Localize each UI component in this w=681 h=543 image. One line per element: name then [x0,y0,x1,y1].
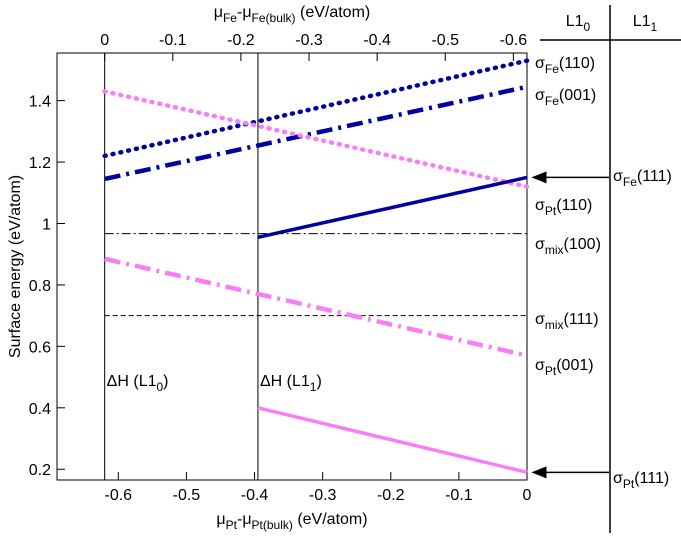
series-line [257,175,528,240]
text-part: 0 [156,380,163,394]
text-part: (110) [556,197,592,214]
text-part: Fe(bulk) [252,11,296,25]
text-part: (111) [634,470,669,487]
y-tick-label: 1.2 [29,155,51,172]
phase-label: ΔH (L11) [260,373,322,394]
text-part: L1 [633,13,651,30]
text-part: -μ [237,4,252,21]
text-part: ΔH (L1 [107,373,157,390]
x-tick-label: -0.4 [241,487,269,504]
text-part: 1 [651,20,658,34]
y-tick-label: 1 [42,216,51,233]
plot-frame [56,52,528,481]
text-part: Pt [545,204,557,218]
text-part: (001) [556,357,593,374]
y-tick-label: 0.4 [29,401,51,418]
text-part: L1 [566,13,584,30]
text-part: 0 [584,20,591,34]
text-part: Pt [545,364,557,378]
series-label: σFe(111) [613,168,672,189]
x-axis-title: μPt-μPt(bulk) (eV/atom) [216,511,367,532]
text-part: (111) [637,168,672,185]
y-tick-label: 1.4 [29,94,51,111]
y-tick-label: 0.2 [29,462,51,479]
series-line [102,58,530,159]
text-part: σ [613,168,623,185]
text-part: (001) [559,87,596,104]
text-part: σ [535,236,545,253]
series-label: σPt(111) [613,470,669,491]
series-line [257,406,528,475]
text-part: σ [535,87,545,104]
x-tick-label: 0 [523,487,532,504]
series-label: σFe(001) [535,87,596,108]
x2-tick-label: -0.2 [227,32,255,49]
text-part: Pt [226,518,238,532]
x-tick-label: -0.6 [105,487,133,504]
y-tick-label: 0.8 [29,278,51,295]
text-part: ΔH (L1 [260,373,310,390]
text-part: σ [535,311,545,328]
text-part: Fe [545,62,559,76]
text-part: μ [216,511,225,528]
x2-axis-title: μFe-μFe(bulk) (eV/atom) [214,4,370,25]
series-label: σFe(110) [535,55,595,76]
series-label: σPt(110) [535,197,592,218]
text-part: Pt [623,477,635,491]
phase-label: ΔH (L10) [107,373,169,394]
x2-tick-label: -0.4 [363,32,391,49]
x2-tick-label: -0.3 [295,32,323,49]
text-part: Fe [545,94,559,108]
text-part: σ [613,470,623,487]
x2-tick-label: 0 [100,32,109,49]
text-part: (110) [559,55,595,72]
x2-tick-label: -0.1 [159,32,187,49]
text-part: mix [545,243,564,257]
text-part: σ [535,197,545,214]
y-axis-title: Surface energy (eV/atom) [7,175,24,358]
text-part: μ [214,4,223,21]
text-part: (eV/atom) [296,4,371,21]
series-line [104,256,528,358]
text-part: (111) [564,311,599,328]
text-part: σ [535,55,545,72]
x2-tick-label: -0.6 [500,32,528,49]
x-tick-label: -0.1 [445,487,473,504]
text-part: (eV/atom) [293,511,368,528]
text-part: ) [163,373,168,390]
x-tick-label: -0.3 [309,487,337,504]
text-part: (100) [564,236,601,253]
series-line [104,84,528,182]
series-label: σPt(001) [535,357,594,378]
text-part: Fe [223,11,237,25]
y-tick-label: 0.6 [29,339,51,356]
text-part: mix [545,318,564,332]
x2-tick-label: -0.5 [431,32,459,49]
text-part: 1 [310,380,317,394]
series-label: σmix(100) [535,236,601,257]
text-part: ) [316,373,321,390]
text-part: Pt(bulk) [252,518,293,532]
panel-header: L10 [566,13,591,34]
panel-header: L11 [633,13,658,34]
text-part: Fe [623,175,637,189]
text-part: -μ [237,511,252,528]
series-label: σmix(111) [535,311,599,332]
series-line [102,89,530,189]
x-tick-label: -0.2 [377,487,405,504]
text-part: σ [535,357,545,374]
x-tick-label: -0.5 [173,487,201,504]
